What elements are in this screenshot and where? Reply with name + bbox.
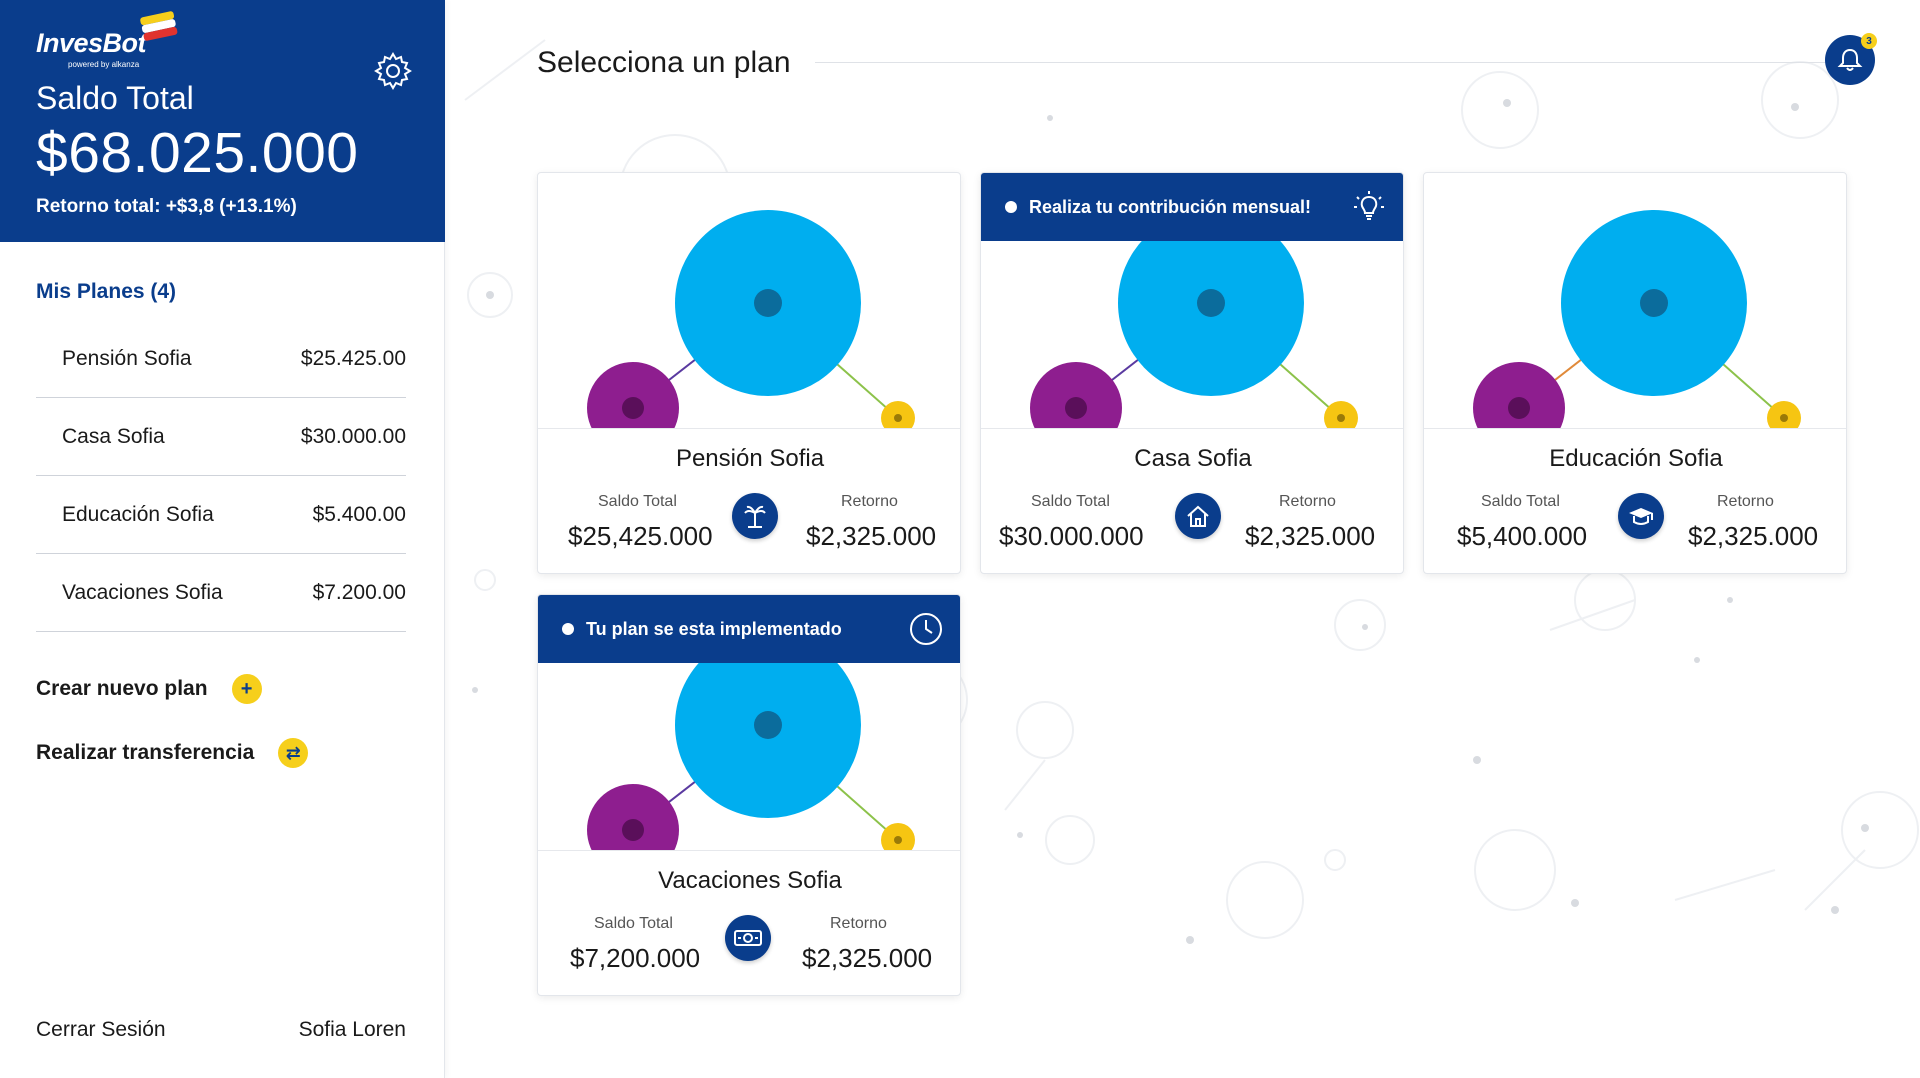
- my-plans-heading: Mis Planes (4): [36, 280, 177, 303]
- lightbulb-icon: [1354, 191, 1384, 220]
- card-balance-label: Saldo Total: [1031, 493, 1110, 510]
- palm-tree-icon: [732, 493, 778, 539]
- banner-dot: [1005, 201, 1017, 213]
- logo-text: InvesBot: [36, 28, 147, 58]
- house-icon: [1175, 493, 1221, 539]
- logo-tagline: powered by alkanza: [68, 60, 140, 69]
- page-title: Selecciona un plan: [537, 46, 791, 79]
- plan-amount: $5.400.00: [312, 502, 406, 526]
- plan-bubble-chart: [587, 632, 915, 850]
- plan-amount: $7.200.00: [312, 580, 406, 604]
- settings-button[interactable]: [370, 48, 416, 94]
- card-divider: [538, 850, 960, 851]
- card-balance-value: $5,400.000: [1457, 521, 1588, 551]
- card-balance-value: $25,425.000: [568, 521, 713, 551]
- sidebar: InvesBot powered by alkanza Saldo Total …: [0, 0, 445, 1078]
- card-divider: [538, 428, 960, 429]
- plan-amount: $30.000.00: [300, 424, 406, 448]
- plan-name: Pensión Sofia: [62, 346, 192, 370]
- money-icon: [725, 915, 771, 961]
- logout-link[interactable]: Cerrar Sesión: [36, 1018, 166, 1041]
- card-balance-value: $7,200.000: [570, 943, 701, 973]
- total-return: Retorno total: +$3,8 (+13.1%): [36, 196, 297, 217]
- plan-name: Educación Sofia: [62, 502, 214, 526]
- card-balance-label: Saldo Total: [598, 493, 677, 510]
- title-divider: [815, 62, 1825, 63]
- plan-row-vacaciones[interactable]: Vacaciones Sofia $7.200.00: [36, 554, 406, 632]
- background-network: [464, 39, 1919, 944]
- flag-icon: [139, 10, 179, 44]
- card-divider: [1424, 428, 1846, 429]
- card-return-value: $2,325.000: [1245, 521, 1376, 551]
- card-plan-name: Educación Sofia: [1549, 445, 1723, 472]
- card-return-label: Retorno: [830, 915, 887, 932]
- plan-row-casa[interactable]: Casa Sofia $30.000.00: [36, 398, 406, 476]
- card-return-label: Retorno: [1717, 493, 1774, 510]
- transfer-button[interactable]: Realizar transferencia ⇄: [36, 738, 309, 768]
- card-return-value: $2,325.000: [1688, 521, 1819, 551]
- plan-card-vacaciones[interactable]: Tu plan se esta implementado Vacaciones …: [537, 594, 961, 996]
- card-balance-value: $30.000.000: [999, 521, 1144, 551]
- banner-text: Realiza tu contribución mensual!: [1029, 196, 1312, 217]
- clock-icon: [910, 613, 942, 645]
- graduation-cap-icon: [1618, 493, 1664, 539]
- plan-name: Vacaciones Sofia: [62, 580, 223, 604]
- plan-card-educacion[interactable]: Educación Sofia Saldo Total $5,400.000 R…: [1423, 172, 1847, 574]
- gear-icon: [374, 52, 412, 90]
- user-name[interactable]: Sofia Loren: [298, 1018, 406, 1041]
- card-balance-label: Saldo Total: [1481, 493, 1560, 510]
- banner-text: Tu plan se esta implementado: [586, 618, 842, 639]
- card-plan-name: Vacaciones Sofia: [658, 867, 842, 894]
- create-plan-button[interactable]: Crear nuevo plan +: [36, 674, 262, 704]
- transfer-label: Realizar transferencia: [36, 741, 255, 764]
- plan-list: Pensión Sofia $25.425.00 Casa Sofia $30.…: [36, 320, 406, 632]
- total-balance-value: $68.025.000: [36, 121, 359, 185]
- card-divider: [981, 428, 1403, 429]
- notification-count-badge: 3: [1861, 33, 1877, 49]
- create-plan-label: Crear nuevo plan: [36, 677, 208, 700]
- card-balance-label: Saldo Total: [594, 915, 673, 932]
- plus-icon: +: [231, 674, 262, 704]
- invesbot-logo: InvesBot powered by alkanza: [36, 10, 186, 72]
- card-plan-name: Casa Sofia: [1134, 445, 1252, 472]
- plan-bubble-chart: [587, 210, 915, 428]
- bell-icon: [1837, 48, 1863, 71]
- plan-card-casa[interactable]: Realiza tu contribución mensual! Casa So…: [980, 172, 1404, 574]
- plan-amount: $25.425.00: [300, 346, 406, 370]
- plan-bubble-chart: [1030, 210, 1358, 428]
- plan-bubble-chart: [1473, 210, 1801, 428]
- monthly-contribution-banner[interactable]: Realiza tu contribución mensual!: [981, 173, 1403, 241]
- balance-header: InvesBot powered by alkanza Saldo Total …: [0, 0, 445, 242]
- plan-name: Casa Sofia: [62, 424, 165, 448]
- card-return-label: Retorno: [841, 493, 898, 510]
- card-return-value: $2,325.000: [802, 943, 933, 973]
- transfer-arrows-icon: ⇄: [278, 738, 309, 768]
- card-return-value: $2,325.000: [806, 521, 937, 551]
- plan-implementing-banner[interactable]: Tu plan se esta implementado: [538, 595, 960, 663]
- notifications-button[interactable]: 3: [1825, 33, 1877, 85]
- sidebar-footer: Cerrar Sesión Sofia Loren: [36, 1018, 406, 1042]
- card-plan-name: Pensión Sofia: [675, 445, 825, 472]
- total-balance-label: Saldo Total: [36, 80, 194, 116]
- plan-row-educacion[interactable]: Educación Sofia $5.400.00: [36, 476, 406, 554]
- card-return-label: Retorno: [1279, 493, 1336, 510]
- plan-row-pension[interactable]: Pensión Sofia $25.425.00: [36, 320, 406, 398]
- plan-card-pension[interactable]: Pensión Sofia Saldo Total $25,425.000 Re…: [537, 172, 961, 574]
- banner-dot: [562, 623, 574, 635]
